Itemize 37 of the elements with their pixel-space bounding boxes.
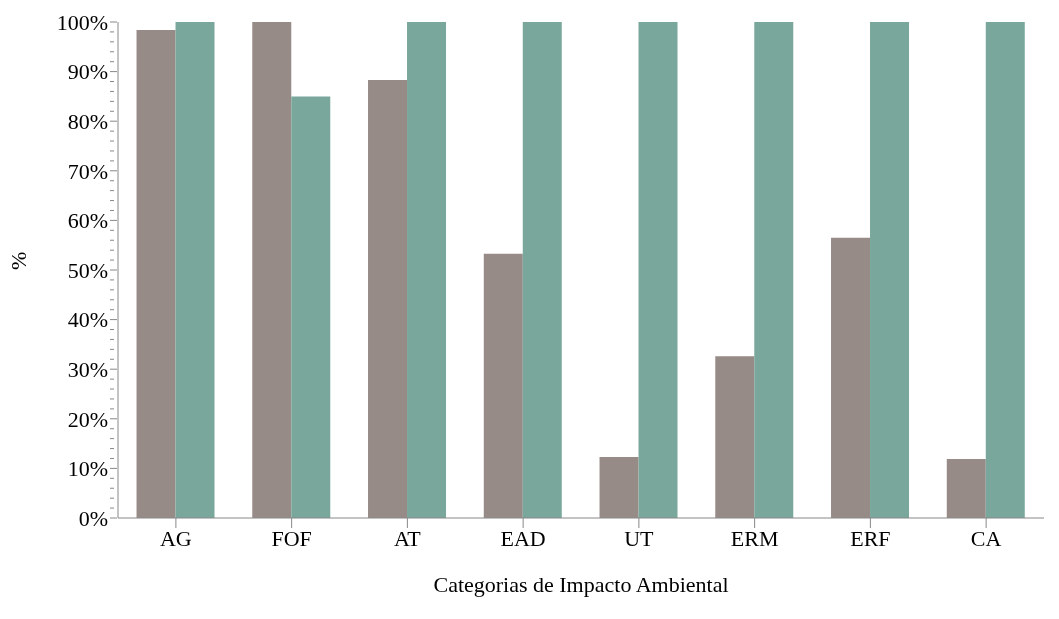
y-tick-label: 100% [56,9,108,35]
x-axis-title: Categorias de Impacto Ambiental [433,572,729,597]
bar [136,29,176,518]
bar [831,237,871,518]
x-tick-label: UT [624,525,655,551]
x-tick-label: FOF [271,525,312,551]
y-tick-label: 60% [67,208,108,234]
x-tick-label: ERF [850,525,891,551]
x-tick-label: AT [393,525,422,551]
x-tick-label: CA [970,525,1002,551]
bar [291,96,331,518]
bar [407,22,447,518]
y-tick-label: 10% [67,456,108,482]
bar [754,22,794,518]
y-tick-label: 90% [67,59,108,85]
y-tick-label: 80% [67,108,108,134]
y-axis-title: % [5,251,31,270]
y-tick-label: 50% [67,257,108,283]
bar [483,253,523,518]
bar [368,80,408,518]
bar [870,22,910,518]
y-tick-label: 70% [67,158,108,184]
bar [638,22,678,518]
bar [599,456,639,518]
x-tick-label: EAD [500,525,546,551]
y-tick-label: 40% [67,307,108,333]
bar [252,22,292,518]
x-tick-label: AG [159,525,192,551]
y-tick-label: 20% [67,406,108,432]
x-tick-label: ERM [730,525,779,551]
bar [175,22,215,518]
bar [946,458,986,518]
y-tick-label: 30% [67,356,108,382]
bar [522,22,562,518]
bar [985,22,1025,518]
bar [715,356,755,518]
y-tick-label: 0% [78,505,108,531]
